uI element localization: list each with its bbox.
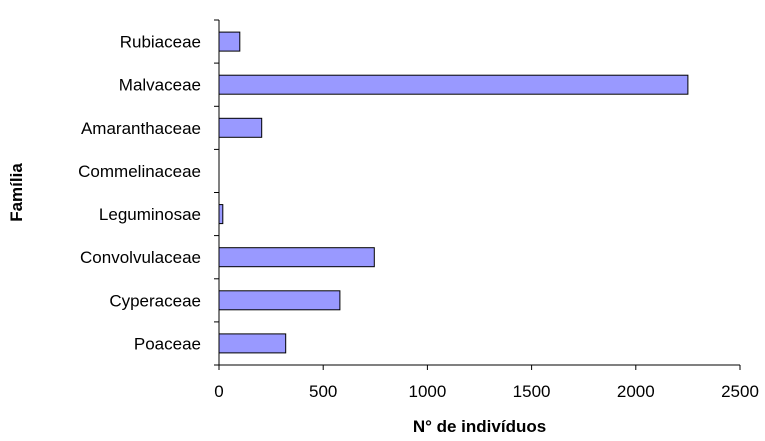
bar-cyperaceae [218, 290, 341, 311]
bar-malvaceae [218, 74, 689, 95]
category-label-amaranthaceae: Amaranthaceae [81, 119, 201, 138]
category-label-leguminosae: Leguminosae [99, 205, 201, 224]
x-tick-label-0: 0 [214, 382, 223, 401]
bar-convolvulaceae [218, 247, 375, 268]
bar-poaceae [218, 333, 287, 354]
x-tick-label-1500: 1500 [513, 382, 551, 401]
y-axis-title: Família [7, 163, 26, 222]
category-label-commelinaceae: Commelinaceae [78, 162, 201, 181]
category-label-poaceae: Poaceae [134, 334, 201, 353]
bar-amaranthaceae [218, 117, 263, 138]
bar-rubiaceae [218, 31, 241, 52]
x-tick-label-2000: 2000 [617, 382, 655, 401]
bars-group [218, 31, 689, 354]
bar-leguminosae [218, 204, 224, 225]
category-label-convolvulaceae: Convolvulaceae [80, 248, 201, 267]
x-tick-label-2500: 2500 [721, 382, 759, 401]
category-label-rubiaceae: Rubiaceae [120, 33, 201, 52]
x-tick-label-500: 500 [309, 382, 337, 401]
x-axis-title: N° de indivíduos [413, 417, 546, 436]
category-label-malvaceae: Malvaceae [119, 76, 201, 95]
x-ticks-group: 0 500 1000 1500 2000 2500 [214, 19, 759, 401]
x-tick-label-1000: 1000 [408, 382, 446, 401]
category-labels-group: Poaceae Cyperaceae Convolvulaceae Leguminos… [78, 33, 201, 354]
category-label-cyperaceae: Cyperaceae [109, 291, 201, 310]
